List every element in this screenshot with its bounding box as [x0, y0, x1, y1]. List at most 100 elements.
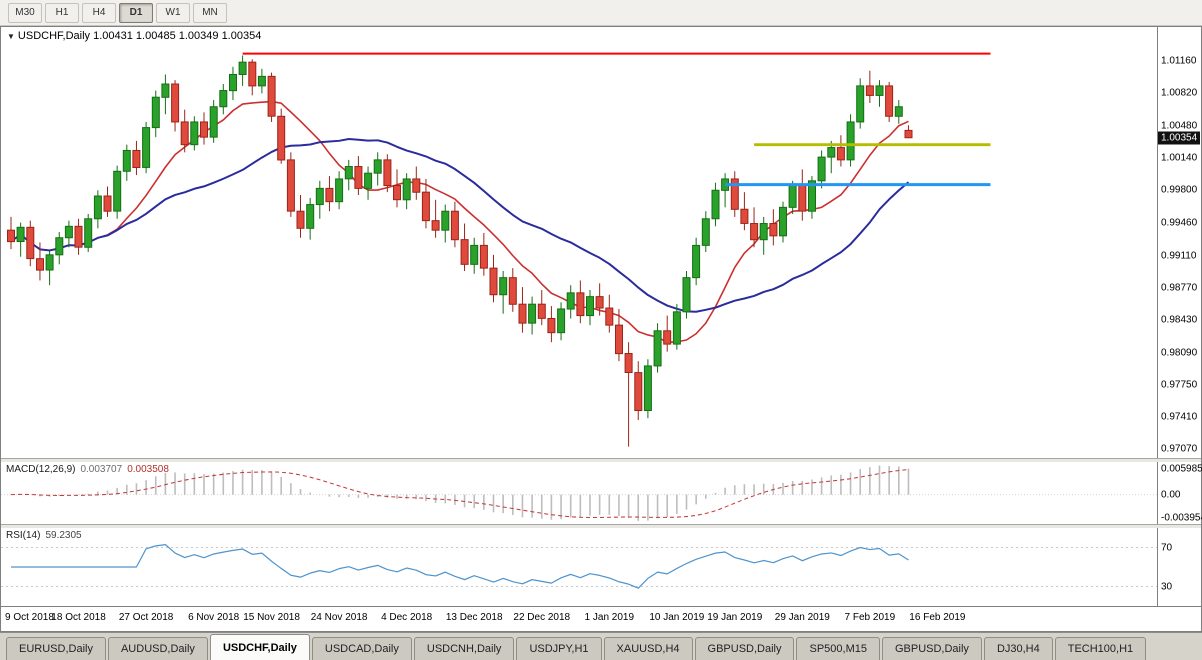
- candle-body: [499, 277, 508, 296]
- chart-tab-sp500-8[interactable]: SP500,M15: [796, 637, 880, 660]
- timeframe-button-w1[interactable]: W1: [156, 2, 190, 23]
- candle-body: [103, 195, 112, 212]
- candle-body: [84, 218, 93, 248]
- date-axis-label: 27 Oct 2018: [118, 612, 174, 623]
- macd-label: MACD(12,26,9): [6, 464, 76, 475]
- macd-chart[interactable]: [1, 462, 1157, 524]
- candle-body: [759, 223, 768, 241]
- candle-body: [431, 220, 440, 231]
- candle-body: [827, 147, 836, 158]
- candle-body: [421, 191, 430, 222]
- candlestick-chart[interactable]: [1, 27, 1157, 458]
- candle-body: [730, 178, 739, 210]
- chart-tab-usdchf-2[interactable]: USDCHF,Daily: [209, 634, 310, 660]
- timeframe-button-mn[interactable]: MN: [193, 2, 227, 23]
- chart-tab-tech100-11[interactable]: TECH100,H1: [1054, 637, 1147, 660]
- timeframe-toolbar: M30 H1 H4 D1 W1 MN: [0, 0, 1202, 26]
- chart-tab-gbpusd-7[interactable]: GBPUSD,Daily: [694, 637, 795, 660]
- candle-body: [615, 324, 623, 355]
- macd-header: MACD(12,26,9) 0.003707 0.003508: [6, 464, 169, 475]
- chart-tab-usdjpy-5[interactable]: USDJPY,H1: [516, 637, 602, 660]
- date-axis-label: 13 Dec 2018: [445, 612, 503, 623]
- chart-dropdown-icon[interactable]: ▼: [7, 32, 15, 41]
- date-axis-label: 15 Nov 2018: [243, 612, 300, 623]
- macd-signal-value: 0.003508: [127, 464, 169, 475]
- candle-body: [441, 210, 450, 231]
- chart-tab-dj30-10[interactable]: DJ30,H4: [983, 637, 1053, 660]
- date-axis-label: 16 Feb 2019: [909, 612, 966, 623]
- candle-body: [566, 292, 575, 310]
- candle-body: [257, 75, 266, 87]
- rsi-chart[interactable]: [1, 528, 1157, 606]
- date-axis-label: 18 Oct 2018: [51, 612, 106, 623]
- date-axis-label: 1 Jan 2019: [584, 612, 635, 623]
- candle-body: [672, 311, 681, 345]
- candle-body: [190, 121, 199, 146]
- macd-axis-label: 0.005985: [1161, 463, 1202, 475]
- macd-signal-line: [10, 469, 909, 519]
- candle-body: [209, 106, 218, 138]
- pane-separator[interactable]: [1, 524, 1201, 528]
- candle-body: [836, 147, 845, 161]
- time-axis[interactable]: 9 Oct 2018 18 Oct 2018 27 Oct 2018 6 Nov 20…: [1, 606, 1201, 631]
- timeframe-button-h1[interactable]: H1: [45, 2, 79, 23]
- candle-body: [142, 127, 151, 168]
- candle-body: [383, 159, 392, 186]
- price-pane-row: ▼ USDCHF,Daily 1.00431 1.00485 1.00349 1.…: [1, 27, 1201, 458]
- macd-axis[interactable]: 0.005985 0.00 -0.003954: [1157, 462, 1202, 524]
- price-chart-plot[interactable]: ▼ USDCHF,Daily 1.00431 1.00485 1.00349 1.…: [1, 27, 1157, 458]
- chart-tab-eurusd-0[interactable]: EURUSD,Daily: [6, 637, 106, 660]
- date-axis-label: 22 Dec 2018: [513, 612, 571, 623]
- candle-body: [489, 267, 498, 296]
- candle-body: [643, 365, 652, 412]
- candle-body: [798, 185, 807, 212]
- candle-body: [894, 106, 903, 117]
- candle-body: [122, 149, 131, 172]
- price-axis-label: 0.98090: [1161, 347, 1198, 359]
- rsi-label: RSI(14): [6, 530, 41, 541]
- candle-body: [238, 61, 247, 75]
- candle-body: [7, 229, 15, 243]
- rsi-indicator-plot[interactable]: RSI(14) 59.2305: [1, 528, 1157, 606]
- price-axis-label: 1.00140: [1161, 152, 1198, 164]
- chart-tab-audusd-1[interactable]: AUDUSD,Daily: [107, 637, 208, 660]
- candle-body: [373, 159, 382, 174]
- timeframe-button-d1[interactable]: D1: [119, 2, 153, 23]
- timeframe-button-h4[interactable]: H4: [82, 2, 116, 23]
- candle-body: [248, 61, 257, 87]
- candle-body: [200, 121, 208, 138]
- chart-tab-gbpusd-9[interactable]: GBPUSD,Daily: [881, 637, 982, 660]
- candle-body: [692, 244, 701, 279]
- candle-body: [180, 121, 189, 146]
- price-axis[interactable]: 1.01160 1.00820 1.00480 1.00140 0.99800 0.994…: [1157, 27, 1201, 458]
- candle-body: [335, 178, 344, 203]
- price-axis-label: 0.98770: [1161, 282, 1198, 294]
- candle-body: [701, 218, 710, 246]
- candle-body: [151, 96, 160, 129]
- ma-fast-line: [10, 100, 909, 344]
- candle-body: [364, 172, 373, 189]
- rsi-axis[interactable]: 70 30: [1157, 528, 1201, 606]
- chart-tab-usdcad-3[interactable]: USDCAD,Daily: [311, 637, 412, 660]
- candle-body: [904, 129, 913, 139]
- macd-indicator-plot[interactable]: MACD(12,26,9) 0.003707 0.003508: [1, 462, 1157, 524]
- rsi-axis-label: 70: [1161, 542, 1173, 553]
- candle-body: [354, 166, 363, 189]
- candle-body: [846, 121, 855, 161]
- candle-body: [576, 292, 585, 317]
- date-axis-label: 19 Jan 2019: [707, 612, 763, 623]
- candle-body: [393, 185, 401, 201]
- candle-body: [171, 83, 180, 123]
- pane-separator[interactable]: [1, 458, 1201, 462]
- chart-tab-usdcnh-4[interactable]: USDCNH,Daily: [413, 637, 515, 660]
- rsi-header: RSI(14) 59.2305: [6, 530, 82, 541]
- date-axis-label: 9 Oct 2018: [5, 612, 54, 623]
- candle-body: [450, 210, 459, 241]
- chart-tab-xauusd-6[interactable]: XAUUSD,H4: [603, 637, 693, 660]
- candle-body: [885, 85, 894, 117]
- candle-body: [132, 149, 141, 169]
- timeframe-button-m30[interactable]: M30: [8, 2, 42, 23]
- symbol-tab-bar: EURUSD,Daily AUDUSD,Daily USDCHF,Daily USDC…: [0, 632, 1202, 660]
- candle-body: [528, 303, 537, 324]
- price-axis-label: 0.98430: [1161, 314, 1198, 326]
